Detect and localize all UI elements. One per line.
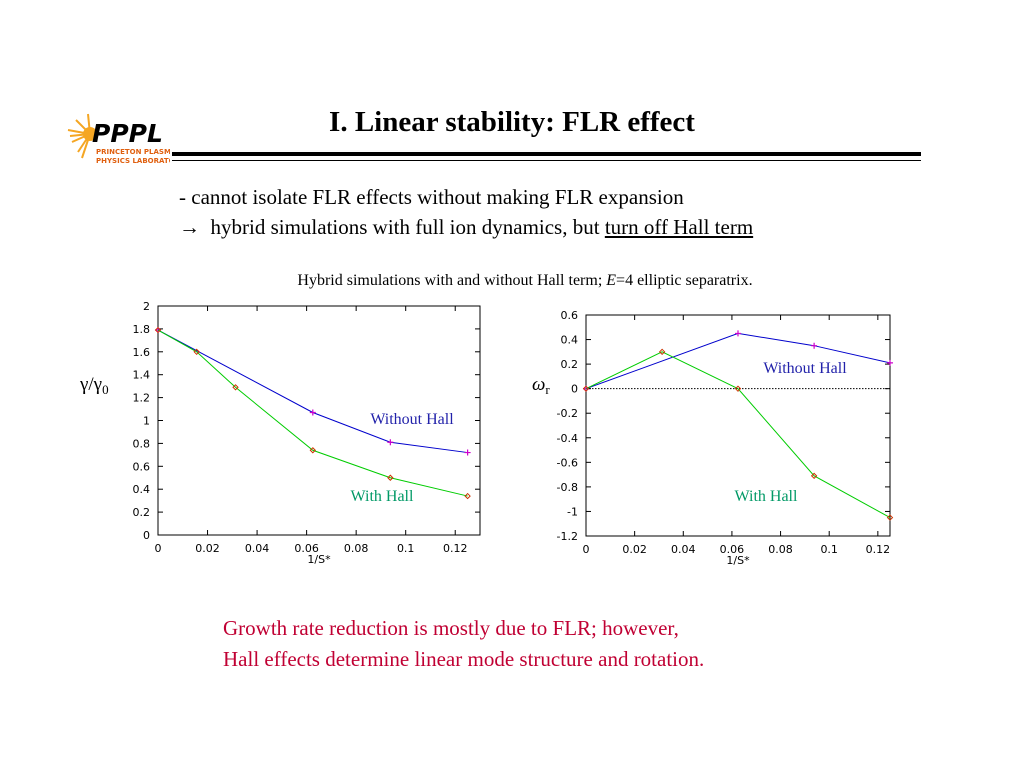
growth-with-hall-point xyxy=(309,447,317,454)
sun-icon xyxy=(67,113,97,159)
rotation-ytick-label: 0.2 xyxy=(561,358,579,371)
rotation-ytick-label: 0.6 xyxy=(561,309,579,322)
growth-without-hall-label: Without Hall xyxy=(370,411,454,428)
growth-xtick-label: 0.08 xyxy=(344,542,369,555)
logo-text: PPPL xyxy=(92,119,163,148)
growth-with-hall-point xyxy=(387,474,394,481)
rotation-xtick-label: 0.06 xyxy=(720,543,745,556)
chart-caption: Hybrid simulations with and without Hall… xyxy=(160,272,890,290)
growth-ytick-label: 2 xyxy=(143,300,150,313)
rotation-with-hall-point xyxy=(734,385,742,392)
rotation-ytick-label: -0.4 xyxy=(557,432,578,445)
conclusion-line-2: Hall effects determine linear mode struc… xyxy=(223,647,705,671)
growth-with-hall-point xyxy=(464,492,471,500)
growth-with-hall-point xyxy=(154,326,162,334)
rotation-ytick-label: -1 xyxy=(567,505,578,518)
caption-pre: Hybrid simulations with and without Hall… xyxy=(297,272,607,289)
rotation-without-hall-point xyxy=(887,359,893,366)
growth-ytick-label: 0.6 xyxy=(133,460,151,473)
rotation-with-hall-point xyxy=(658,348,666,356)
caption-var: E xyxy=(606,272,617,289)
page-title: I. Linear stability: FLR effect xyxy=(329,106,695,138)
growth-xtick-label: 0.06 xyxy=(294,542,319,555)
right-ylabel-main: ω xyxy=(532,374,546,395)
left-ylabel-sub: 0 xyxy=(102,382,109,397)
rotation-ytick-label: 0.4 xyxy=(561,334,579,347)
growth-xtick-label: 0.1 xyxy=(397,542,415,555)
growth-ytick-label: 1.6 xyxy=(133,346,151,359)
growth-with-hall-line xyxy=(157,329,468,497)
title-rule-thick xyxy=(172,152,921,156)
growth-ytick-label: 0.8 xyxy=(133,437,151,450)
growth-with-hall-label: With Hall xyxy=(351,488,414,505)
rotation-xtick-label: 0.04 xyxy=(671,543,696,556)
rotation-without-hall-point xyxy=(811,342,818,349)
growth-with-hall-point xyxy=(232,384,239,391)
rotation-ytick-label: -0.8 xyxy=(557,481,578,494)
growth-without-hall-point xyxy=(464,449,471,456)
growth-xtick-label: 0.02 xyxy=(195,542,220,555)
rotation-with-hall-point xyxy=(886,514,894,521)
rotation-with-hall-point xyxy=(810,472,818,480)
left-ylabel-main: γ/γ xyxy=(80,374,103,395)
bullet-line-2-text: hybrid simulations with full ion dynamic… xyxy=(200,215,605,239)
rotation-xtick-label: 0 xyxy=(583,543,590,556)
rotation-plot-frame xyxy=(585,314,891,537)
growth-ytick-label: 0 xyxy=(143,529,150,542)
growth-ytick-label: 1.4 xyxy=(133,369,151,382)
rotation-ytick-label: -1.2 xyxy=(557,530,578,543)
logo-subtext-2: PHYSICS LABORATORY xyxy=(96,157,170,165)
rotation-with-hall-point xyxy=(582,385,590,392)
left-chart-ylabel: γ/γ0 xyxy=(80,374,109,397)
bullet-line-1: - cannot isolate FLR effects without mak… xyxy=(179,185,684,209)
growth-without-hall-point xyxy=(387,439,394,446)
rotation-without-hall-line xyxy=(585,332,891,390)
logo-subtext-1: PRINCETON PLASMA xyxy=(96,148,170,156)
growth-xtick-label: 0 xyxy=(155,542,162,555)
growth-without-hall-line xyxy=(157,329,468,454)
growth-xaxis-label: 1/S* xyxy=(307,553,331,566)
arrow-icon: → xyxy=(179,215,200,239)
pppl-logo: PPPL PRINCETON PLASMA PHYSICS LABORATORY xyxy=(67,113,170,165)
caption-post: =4 elliptic separatrix. xyxy=(616,272,753,289)
bullet-line-2-underlined: turn off Hall term xyxy=(604,215,754,239)
growth-ytick-label: 0.4 xyxy=(133,483,151,496)
right-ylabel-sub: r xyxy=(545,382,550,397)
bullet-line-2: → hybrid simulations with full ion dynam… xyxy=(179,215,753,240)
growth-ytick-label: 0.2 xyxy=(133,506,151,519)
growth-ytick-label: 1 xyxy=(143,415,150,428)
title-rule-thin xyxy=(172,160,921,161)
rotation-xtick-label: 0.1 xyxy=(820,543,838,556)
rotation-with-hall-label: With Hall xyxy=(735,488,798,505)
growth-with-hall-point xyxy=(193,348,200,356)
rotation-xtick-label: 0.12 xyxy=(866,543,891,556)
growth-without-hall-point xyxy=(309,409,316,416)
rotation-xtick-label: 0.02 xyxy=(622,543,647,556)
rotation-with-hall-line xyxy=(585,351,891,519)
rotation-without-hall-label: Without Hall xyxy=(763,360,847,377)
growth-ytick-label: 1.2 xyxy=(133,392,151,405)
rotation-ytick-label: -0.2 xyxy=(557,407,578,420)
right-chart-ylabel: ωr xyxy=(532,374,550,397)
rotation-ytick-label: -0.6 xyxy=(557,456,578,469)
rotation-xtick-label: 0.08 xyxy=(768,543,793,556)
rotation-ytick-label: 0 xyxy=(571,383,578,396)
rotation-without-hall-point xyxy=(735,330,741,337)
rotation-xaxis-label: 1/S* xyxy=(726,554,750,567)
conclusion-line-1: Growth rate reduction is mostly due to F… xyxy=(223,616,679,640)
growth-ytick-label: 1.8 xyxy=(133,323,151,336)
growth-xtick-label: 0.12 xyxy=(443,542,468,555)
growth-xtick-label: 0.04 xyxy=(245,542,270,555)
